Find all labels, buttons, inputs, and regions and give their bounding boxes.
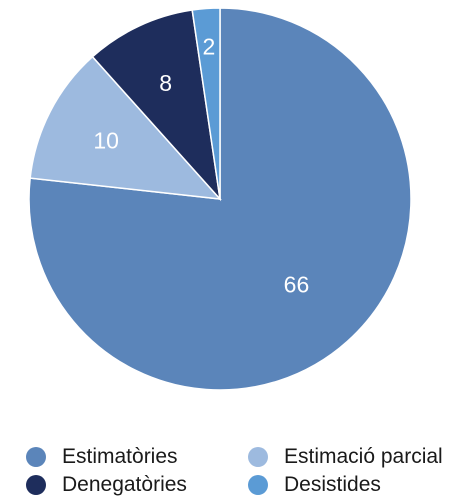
pie-data-label: 8 bbox=[159, 70, 172, 96]
legend-item-desistides: Desistides bbox=[248, 472, 381, 498]
pie-chart: 66 10 8 2 bbox=[28, 7, 412, 391]
pie-slice-denegat-ries bbox=[91, 9, 222, 202]
legend-item-estimatories: Estimatòries bbox=[26, 444, 178, 470]
legend-swatch bbox=[248, 447, 268, 467]
legend-swatch bbox=[26, 475, 46, 495]
pie-data-label: 66 bbox=[284, 271, 310, 297]
pie-data-labels: 66 10 8 2 bbox=[93, 34, 309, 298]
legend-swatch bbox=[248, 475, 268, 495]
legend-label: Desistides bbox=[284, 473, 381, 496]
legend-swatch bbox=[26, 447, 46, 467]
pie-data-label: 10 bbox=[93, 127, 119, 153]
legend-item-denegatories: Denegatòries bbox=[26, 472, 187, 498]
legend-label: Estimació parcial bbox=[284, 445, 443, 468]
legend-item-estimacio-parcial: Estimació parcial bbox=[248, 444, 443, 470]
legend-label: Denegatòries bbox=[62, 473, 187, 496]
pie-data-label: 2 bbox=[202, 34, 215, 60]
chart-legend: Estimatòries Estimació parcial Denegatòr… bbox=[0, 444, 468, 500]
legend-label: Estimatòries bbox=[62, 445, 178, 468]
pie-slices bbox=[28, 7, 412, 391]
pie-slice-desistides bbox=[191, 7, 221, 200]
pie-slice-estimaci-parcial bbox=[29, 55, 222, 200]
